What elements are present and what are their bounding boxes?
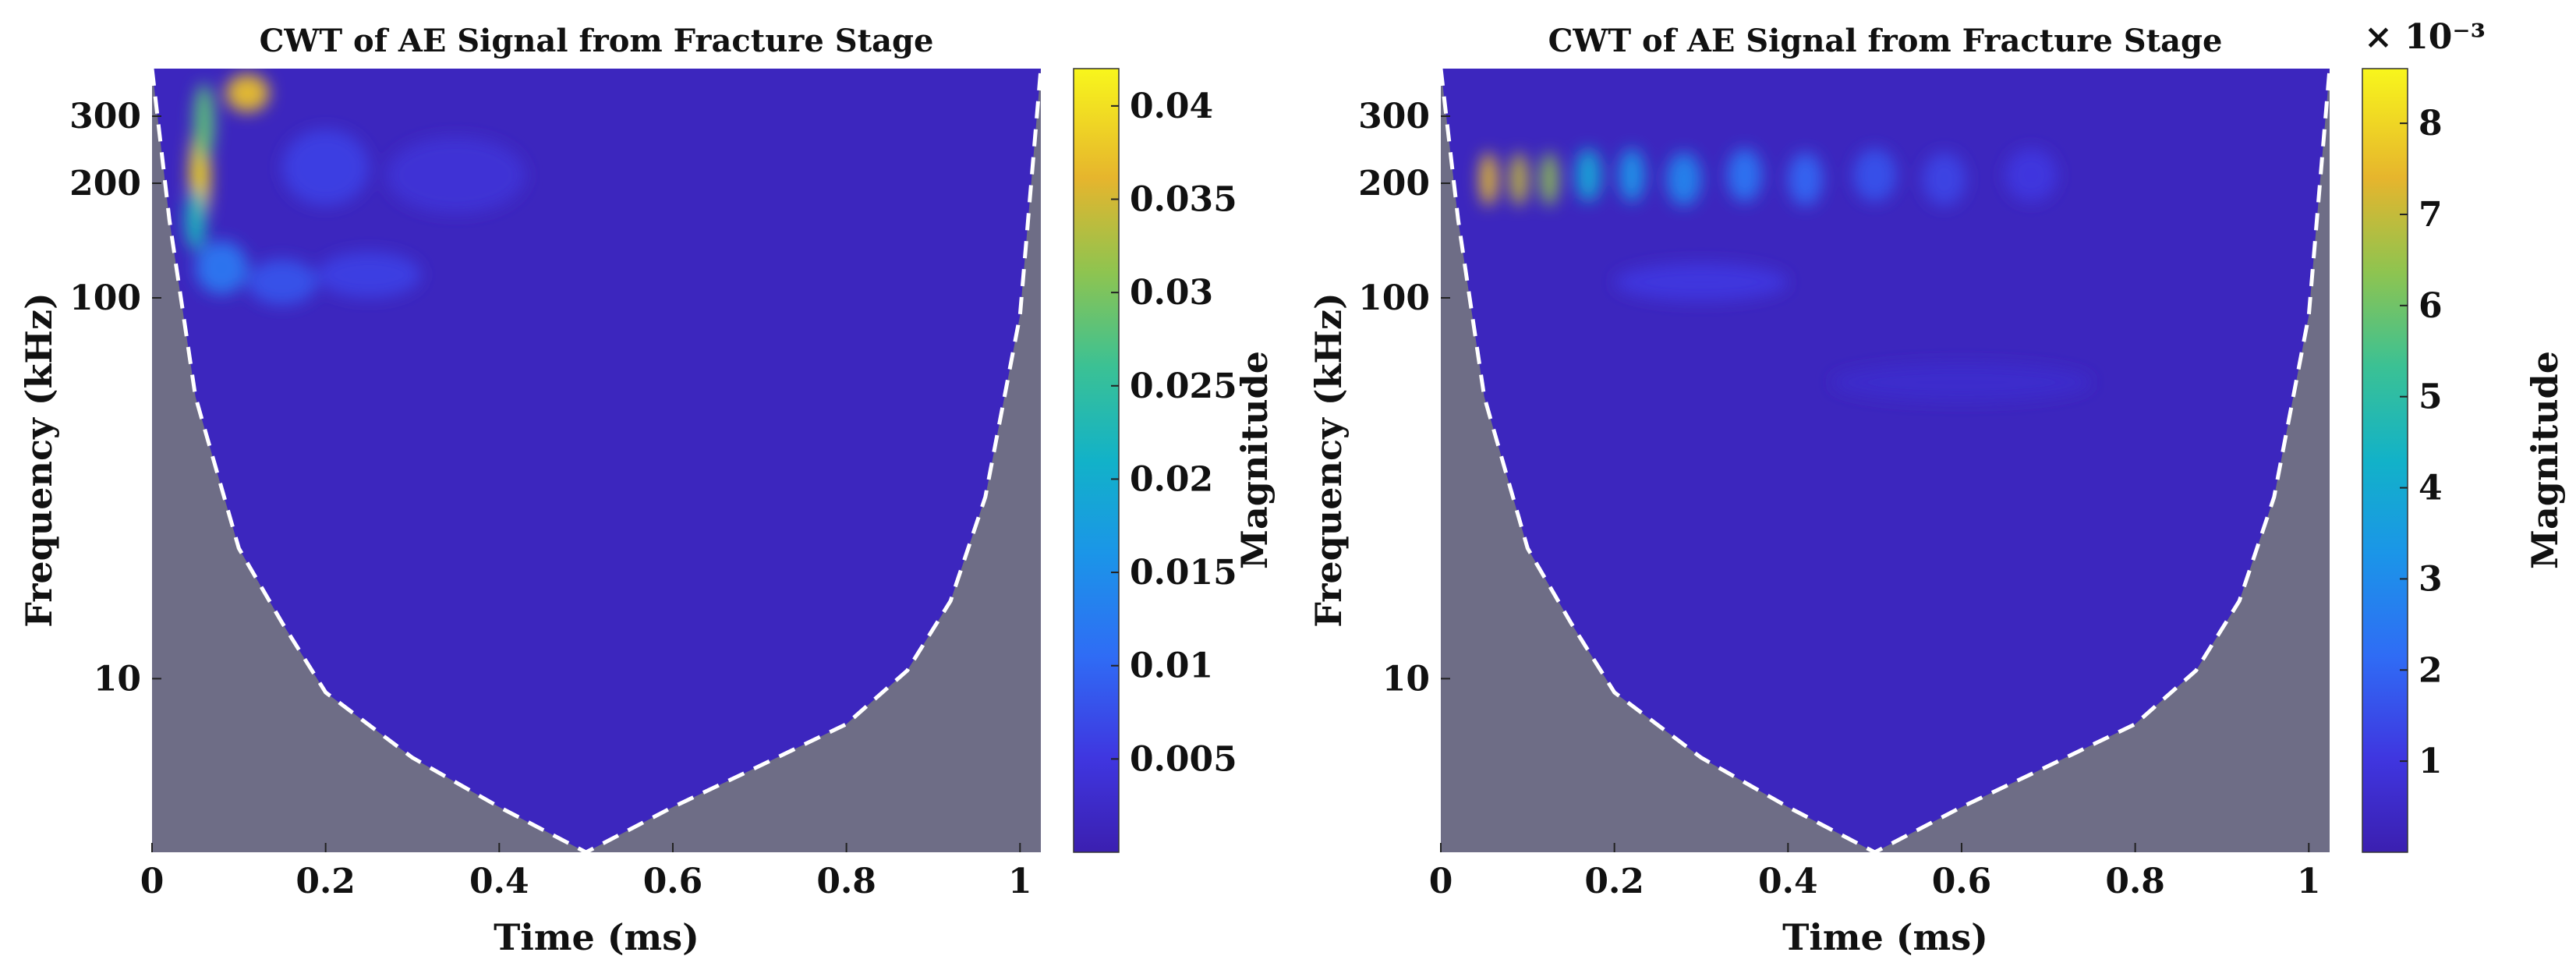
colorbar-tick-label: 8 [2419,104,2443,143]
colorbar-tick-label: 7 [2419,195,2443,235]
x-tick-label: 0 [1429,862,1453,901]
cone-of-influence-region [152,69,1041,852]
x-tick-label: 0.6 [643,862,703,901]
chart-left-xlabel: Time (ms) [494,916,699,958]
chart-left-plot-area [150,68,1043,855]
colorbar-tick-label: 0.005 [1130,739,1237,779]
heatmap-energy [1480,148,2092,402]
heatmap-hotspot [1666,152,1701,206]
chart-left-x-axis: 0 0.2 0.4 0.6 0.8 1 [140,843,1032,901]
colorbar-tick-label: 2 [2419,650,2443,690]
colorbar-tick-label: 4 [2419,469,2443,508]
chart-right: CWT of AE Signal from Fracture Stage 0 0.… [1307,17,2566,958]
chart-right-plot-area [1438,68,2332,855]
heatmap-hotspot [1727,148,1762,202]
heatmap-hotspot [386,136,525,214]
x-tick-label: 0.8 [816,862,876,901]
heatmap-hotspot [1541,152,1559,206]
chart-right-xlabel: Time (ms) [1782,916,1988,958]
heatmap-hotspot [1480,152,1498,206]
x-tick-label: 0.4 [469,862,529,901]
colorbar-tick-label: 0.015 [1130,553,1237,593]
x-tick-label: 0 [140,862,165,901]
chart-left-y-axis: 10 100 200 300 [69,97,161,699]
chart-left-colorbar: 0.005 0.01 0.015 0.02 0.025 0.03 0.035 0.04 [1073,68,1237,853]
cone-of-influence-line [150,68,1043,855]
x-tick-label: 1 [2297,862,2321,901]
heatmap-hotspot [1922,152,1966,206]
colorbar-tick-label: 0.035 [1130,180,1237,220]
chart-right-colorbar-label: Magnitude [2524,351,2566,569]
colorbar-tick-label: 0.025 [1130,366,1237,406]
colorbar-tick-label: 0.04 [1130,87,1213,126]
y-tick-label: 300 [1358,97,1430,136]
heatmap-hotspot [2005,148,2058,202]
heatmap-hotspot [1619,148,1645,202]
heatmap-hotspot [317,252,422,298]
heatmap-hotspot [185,189,207,251]
y-tick-label: 200 [1358,164,1430,204]
y-tick-label: 10 [94,659,141,699]
heatmap-hotspot [1510,152,1528,206]
heatmap-hotspot [225,73,270,112]
colorbar-tick-label: 0.03 [1130,273,1213,313]
heatmap-hotspot [1831,363,2092,402]
y-tick-label: 200 [69,164,141,204]
heatmap-hotspot [1614,263,1789,302]
chart-left: CWT of AE Signal from Fracture Stage 0 0.… [18,23,1276,958]
heatmap-hotspot [195,241,248,295]
colorbar-tick-label: 1 [2419,742,2443,781]
x-tick-label: 0.6 [1932,862,1992,901]
chart-right-colorbar: 1 2 3 4 5 6 7 8 [2362,68,2443,853]
x-tick-label: 1 [1008,862,1032,901]
y-tick-label: 100 [69,278,141,318]
chart-right-ylabel: Frequency (kHz) [1307,292,1350,627]
chart-right-y-axis: 10 100 200 300 [1358,97,1450,699]
chart-left-colorbar-label: Magnitude [1233,351,1276,569]
colorbar-tick-label: 3 [2419,559,2443,599]
heatmap-hotspot [247,259,317,306]
heatmap-hotspot [1788,152,1823,206]
cone-of-influence-line [1438,68,2332,855]
chart-right-x-axis: 0 0.2 0.4 0.6 0.8 1 [1429,843,2321,901]
colorbar-tick-label: 6 [2419,286,2443,326]
chart-right-title: CWT of AE Signal from Fracture Stage [1548,23,2223,59]
x-tick-label: 0.4 [1758,862,1818,901]
colorbar-tick-label: 5 [2419,377,2443,417]
heatmap-energy [185,73,525,306]
heatmap-hotspot [193,83,215,161]
heatmap-hotspot [1852,148,1897,202]
chart-left-ylabel: Frequency (kHz) [18,292,60,627]
y-tick-label: 100 [1358,278,1430,318]
cone-of-influence-region [1441,69,2330,852]
x-tick-label: 0.2 [295,862,356,901]
colorbar-gradient [2362,68,2408,853]
y-tick-label: 10 [1382,659,1430,699]
chart-left-title: CWT of AE Signal from Fracture Stage [260,23,934,59]
colorbar-tick-label: 0.02 [1130,459,1213,499]
heatmap-hotspot [281,129,370,206]
x-tick-label: 0.8 [2105,862,2165,901]
colorbar-tick-label: 0.01 [1130,646,1213,686]
heatmap-hotspot [1575,148,1601,202]
chart-right-colorbar-exponent: × 10⁻³ [2364,17,2486,57]
colorbar-gradient [1073,68,1120,853]
y-tick-label: 300 [69,97,141,136]
x-tick-label: 0.2 [1584,862,1644,901]
